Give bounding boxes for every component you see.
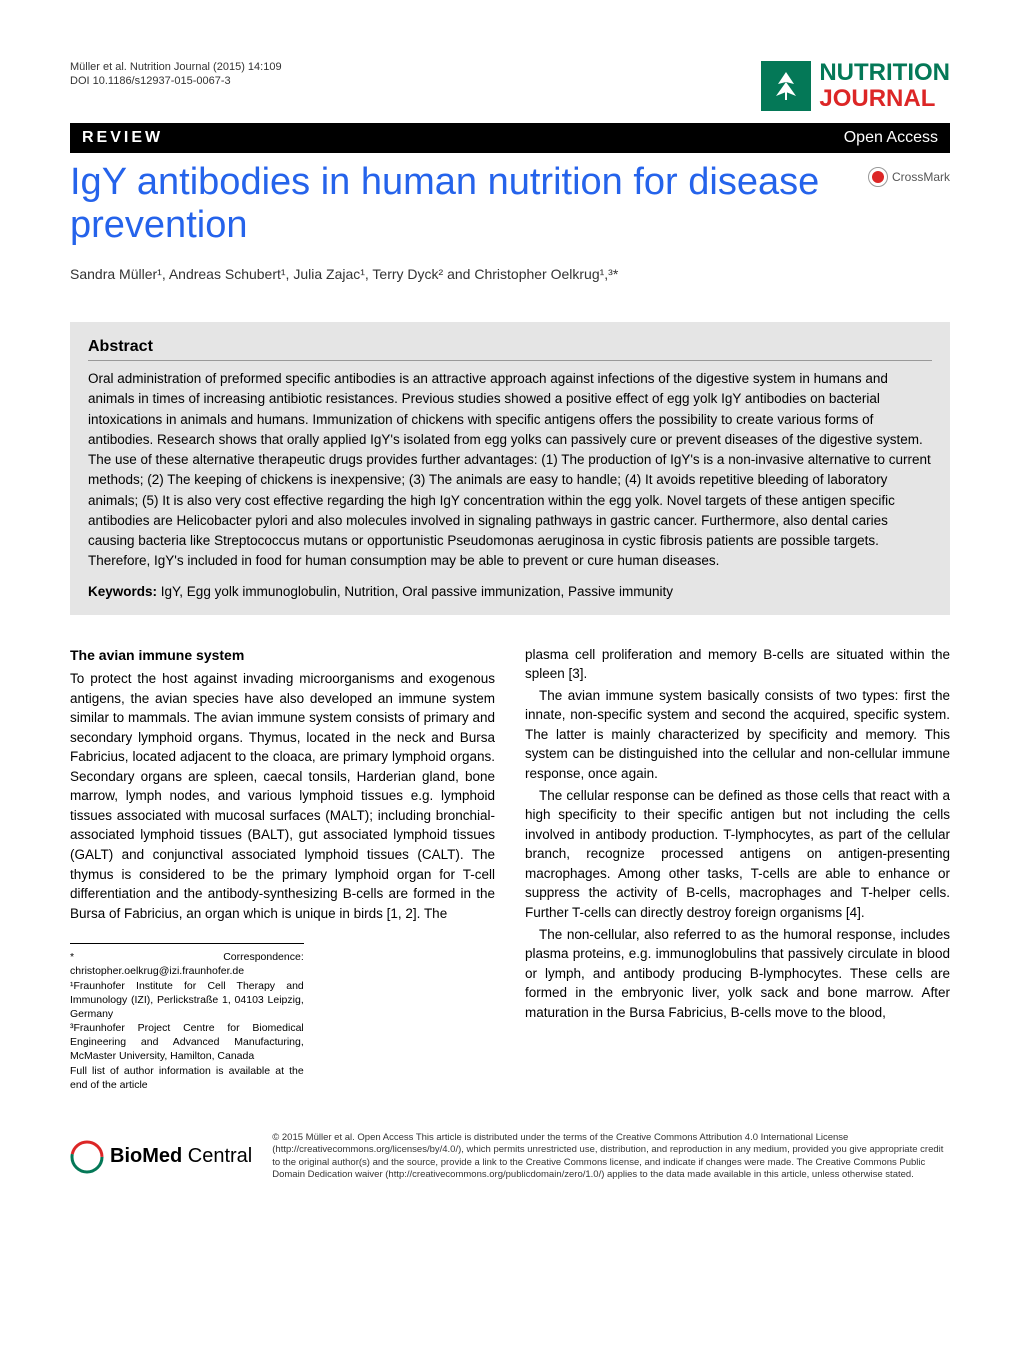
review-bar: REVIEW Open Access bbox=[70, 123, 950, 153]
citation-line2: DOI 10.1186/s12937-015-0067-3 bbox=[70, 74, 282, 88]
citation: Müller et al. Nutrition Journal (2015) 1… bbox=[70, 60, 282, 89]
keywords-label: Keywords: bbox=[88, 584, 157, 599]
col2-p3: The cellular response can be defined as … bbox=[525, 786, 950, 923]
crossmark-label: CrossMark bbox=[892, 170, 950, 184]
biomed-text-1: BioMed bbox=[110, 1145, 182, 1167]
abstract-body: Oral administration of preformed specifi… bbox=[88, 369, 932, 572]
keywords: Keywords: IgY, Egg yolk immunoglobulin, … bbox=[88, 584, 932, 599]
col2-p1: plasma cell proliferation and memory B-c… bbox=[525, 645, 950, 684]
review-label: REVIEW bbox=[82, 129, 163, 147]
open-access-label: Open Access bbox=[844, 129, 938, 147]
citation-line1: Müller et al. Nutrition Journal (2015) 1… bbox=[70, 60, 282, 74]
journal-name-1: NUTRITION bbox=[819, 60, 950, 86]
license-text: © 2015 Müller et al. Open Access This ar… bbox=[272, 1132, 950, 1181]
keywords-text: IgY, Egg yolk immunoglobulin, Nutrition,… bbox=[157, 584, 673, 599]
col2-p2: The avian immune system basically consis… bbox=[525, 686, 950, 784]
corr-line3: ³Fraunhofer Project Centre for Biomedica… bbox=[70, 1021, 304, 1064]
section-heading: The avian immune system bbox=[70, 645, 495, 665]
corr-line1: * Correspondence: christopher.oelkrug@iz… bbox=[70, 950, 304, 978]
abstract-heading: Abstract bbox=[88, 338, 932, 361]
correspondence-block: * Correspondence: christopher.oelkrug@iz… bbox=[70, 943, 304, 1092]
biomed-text-2: Central bbox=[182, 1145, 252, 1167]
corr-line2: ¹Fraunhofer Institute for Cell Therapy a… bbox=[70, 979, 304, 1022]
corr-line4: Full list of author information is avail… bbox=[70, 1064, 304, 1092]
footer-bar: BioMed Central © 2015 Müller et al. Open… bbox=[70, 1122, 950, 1191]
journal-logo-icon bbox=[761, 61, 811, 111]
crossmark-badge[interactable]: CrossMark bbox=[868, 167, 950, 187]
abstract-box: Abstract Oral administration of preforme… bbox=[70, 322, 950, 615]
crossmark-icon bbox=[868, 167, 888, 187]
col2-p4: The non-cellular, also referred to as th… bbox=[525, 925, 950, 1023]
column-left: The avian immune system To protect the h… bbox=[70, 645, 495, 1092]
article-title: IgY antibodies in human nutrition for di… bbox=[70, 161, 868, 248]
col1-p1: To protect the host against invading mic… bbox=[70, 669, 495, 923]
biomed-logo: BioMed Central bbox=[70, 1140, 252, 1174]
journal-name-2: JOURNAL bbox=[819, 86, 950, 112]
column-right: plasma cell proliferation and memory B-c… bbox=[525, 645, 950, 1092]
authors: Sandra Müller¹, Andreas Schubert¹, Julia… bbox=[70, 266, 950, 282]
biomed-icon bbox=[70, 1140, 104, 1174]
journal-logo: NUTRITION JOURNAL bbox=[761, 60, 950, 113]
